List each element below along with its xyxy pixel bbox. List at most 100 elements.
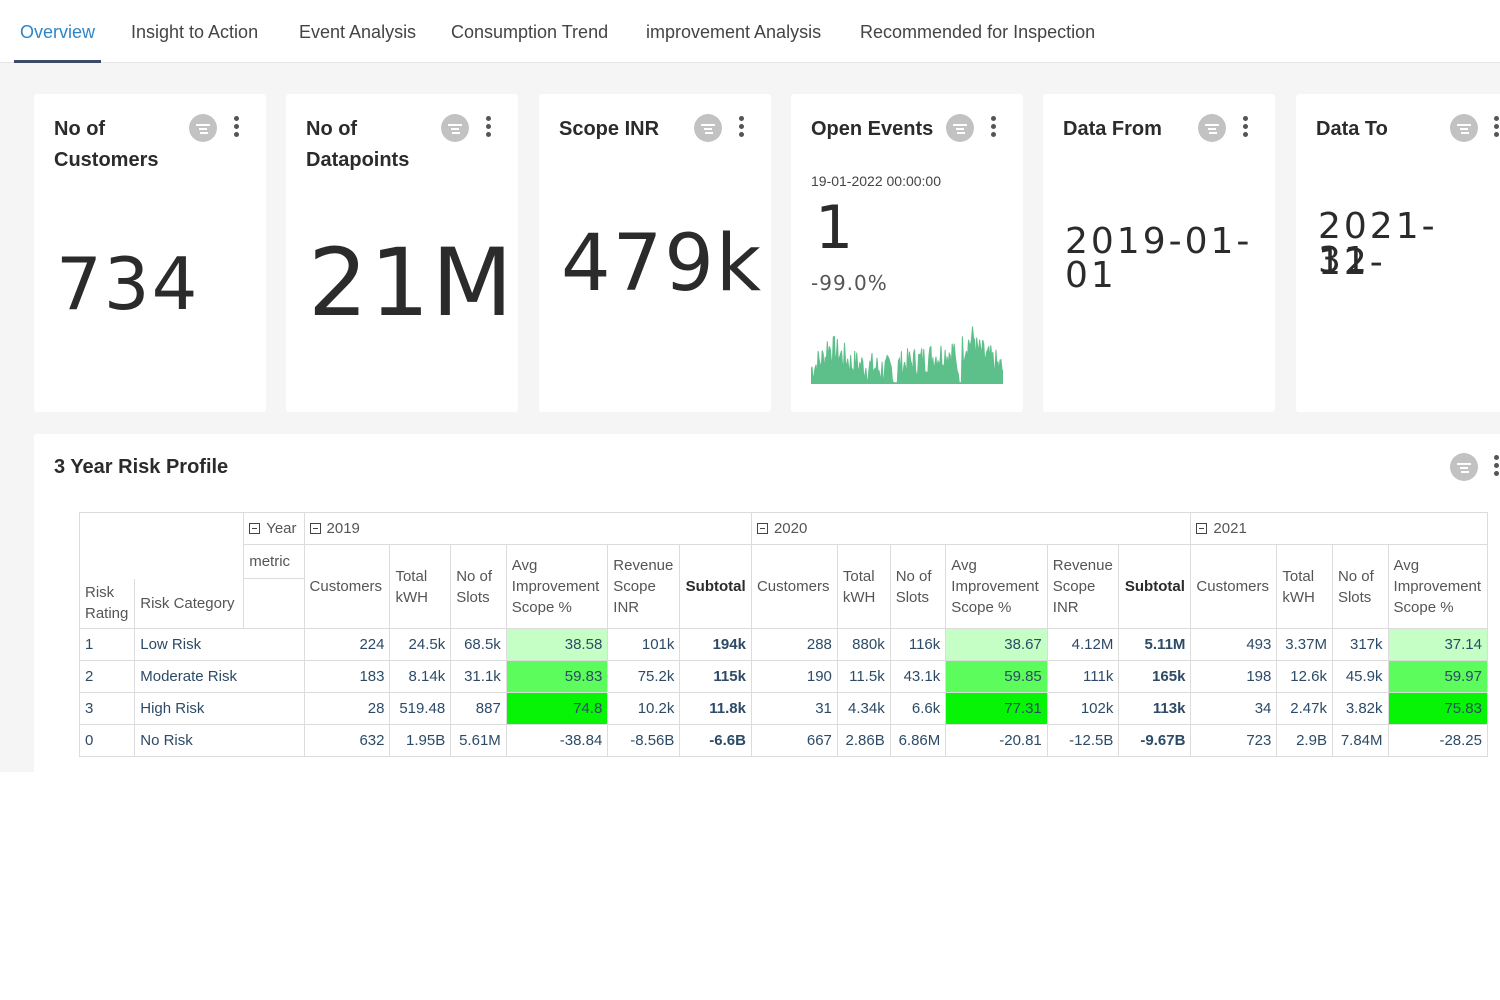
kpi-value: 479k [561,219,764,309]
row-header-risk-category[interactable]: Risk Category [134,578,245,629]
data-cell: 723 [1190,724,1278,757]
collapse-icon[interactable] [309,523,321,534]
column-header[interactable]: Revenue Scope INR [1046,544,1120,629]
tab-overview[interactable]: Overview [13,0,102,63]
tab-event-analysis[interactable]: Event Analysis [299,22,417,42]
kpi-card-open-events: Open Events 19-01-2022 00:00:00 1 -99.0% [791,94,1023,412]
more-options-icon[interactable] [991,116,997,138]
filter-icon[interactable] [946,114,974,142]
column-header[interactable]: Subtotal [679,544,752,629]
more-options-icon[interactable] [486,116,492,138]
tab-consumption-trend[interactable]: Consumption Trend [451,22,609,42]
data-cell: 31.1k [450,660,507,693]
data-cell: 113k [1118,692,1192,725]
pivot-table: Year 2019 2020 2021 metric Customers Total kWH… [79,512,1488,757]
filter-icon[interactable] [1450,453,1478,481]
data-cell: 4.12M [1046,628,1120,661]
column-header[interactable]: Avg Improvement Scope % [945,544,1048,629]
data-cell: 77.31 [945,692,1048,725]
risk-category-cell: Moderate Risk [134,660,305,693]
data-cell: 111k [1046,660,1120,693]
column-header[interactable]: Revenue Scope INR [607,544,681,629]
data-cell: 880k [836,628,891,661]
empty-header-cell [243,578,305,629]
tab-bar: Overview Insight to Action Event Analysi… [0,0,1500,63]
data-cell: 198 [1190,660,1278,693]
more-options-icon[interactable] [1494,116,1500,138]
data-cell: 31 [750,692,838,725]
kpi-value: 21M [308,229,515,338]
column-header[interactable]: Customers [750,544,838,629]
year-header-2021[interactable]: 2021 [1190,512,1488,545]
data-cell: 7.84M [1331,724,1389,757]
data-cell: 6.86M [889,724,947,757]
tab-improvement-analysis[interactable]: improvement Analysis [646,22,822,42]
data-cell: 116k [889,628,947,661]
data-cell: 75.83 [1387,692,1488,725]
more-options-icon[interactable] [739,116,745,138]
filter-icon[interactable] [189,114,217,142]
more-options-icon[interactable] [1494,455,1500,477]
column-header[interactable]: Customers [1190,544,1278,629]
table-row: 0 No Risk 632 1.95B 5.61M -38.84 -8.56B -6.6B 66… [79,724,1488,757]
data-cell: 632 [303,724,391,757]
date-line-2: 31 [1318,240,1370,281]
column-header[interactable]: Customers [303,544,391,629]
date-line-2: 01 [1065,255,1117,296]
data-cell: 194k [679,628,752,661]
data-cell: 8.14k [389,660,452,693]
tab-insight-to-action[interactable]: Insight to Action [131,22,259,42]
table-row: 2 Moderate Risk 183 8.14k 31.1k 59.83 75.2k 115… [79,660,1488,693]
year-dimension-header[interactable]: Year [243,512,305,545]
data-cell: -20.81 [945,724,1048,757]
data-cell: 74.8 [505,692,609,725]
card-title: Open Events [811,118,934,140]
data-cell: -9.67B [1118,724,1192,757]
pivot-corner [79,512,245,579]
column-header[interactable]: Total kWH [389,544,452,629]
card-title: No of Datapoints [306,118,410,171]
data-cell: 5.11M [1118,628,1192,661]
filter-icon[interactable] [1450,114,1478,142]
column-header[interactable]: Avg Improvement Scope % [505,544,609,629]
data-cell: 3.82k [1331,692,1389,725]
card-title: Data To [1316,118,1388,140]
risk-category-cell: Low Risk [134,628,305,661]
data-cell: 43.1k [889,660,947,693]
data-cell: 28 [303,692,391,725]
collapse-icon[interactable] [756,523,768,534]
column-header[interactable]: Avg Improvement Scope % [1387,544,1488,629]
data-cell: 59.85 [945,660,1048,693]
collapse-icon[interactable] [249,523,261,534]
year-header-2019[interactable]: 2019 [303,512,752,545]
filter-icon[interactable] [1198,114,1226,142]
risk-rating-cell: 1 [79,628,136,661]
data-cell: 667 [750,724,838,757]
date-line-1: 2019-01- [1065,221,1253,262]
data-cell: 11.8k [679,692,752,725]
data-cell: 59.97 [1387,660,1488,693]
column-header[interactable]: Subtotal [1118,544,1192,629]
column-header[interactable]: Total kWH [1276,544,1333,629]
table-row: 1 Low Risk 224 24.5k 68.5k 38.58 101k 194k 288 88… [79,628,1488,661]
column-header[interactable]: Total kWH [836,544,891,629]
kpi-card-customers: No of Customers 734 [34,94,266,412]
year-header-2020[interactable]: 2020 [750,512,1192,545]
more-options-icon[interactable] [1243,116,1249,138]
column-header[interactable]: No of Slots [889,544,947,629]
data-cell: -38.84 [505,724,609,757]
filter-icon[interactable] [694,114,722,142]
column-header[interactable]: No of Slots [450,544,507,629]
tab-recommended-for-inspection[interactable]: Recommended for Inspection [860,22,1096,42]
data-cell: 1.95B [389,724,452,757]
pivot-table-viewport[interactable]: Year 2019 2020 2021 metric Customers Total kWH… [79,512,1488,764]
filter-icon[interactable] [441,114,469,142]
data-cell: 288 [750,628,838,661]
data-cell: 2.47k [1276,692,1333,725]
data-cell: 24.5k [389,628,452,661]
data-cell: 37.14 [1387,628,1488,661]
more-options-icon[interactable] [234,116,240,138]
column-header[interactable]: No of Slots [1331,544,1389,629]
collapse-icon[interactable] [1196,523,1208,534]
row-header-risk-rating[interactable]: Risk Rating [79,578,136,629]
